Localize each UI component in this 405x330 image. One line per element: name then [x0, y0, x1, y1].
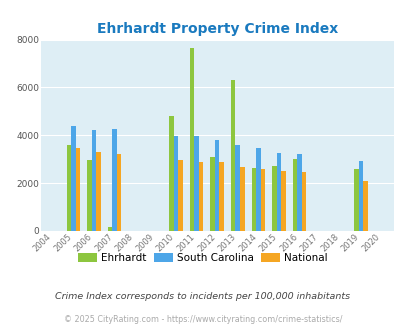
Bar [214, 140, 219, 231]
Bar [198, 162, 203, 231]
Bar [239, 167, 244, 231]
Bar [219, 162, 224, 231]
Bar [358, 161, 362, 231]
Bar [87, 160, 92, 231]
Bar [117, 154, 121, 231]
Bar [301, 172, 305, 231]
Bar [96, 151, 100, 231]
Bar [271, 166, 276, 231]
Legend: Ehrhardt, South Carolina, National: Ehrhardt, South Carolina, National [74, 249, 331, 267]
Bar [178, 160, 183, 231]
Bar [66, 145, 71, 231]
Bar [190, 48, 194, 231]
Text: Crime Index corresponds to incidents per 100,000 inhabitants: Crime Index corresponds to incidents per… [55, 292, 350, 301]
Bar [296, 154, 301, 231]
Bar [112, 129, 117, 231]
Bar [75, 148, 80, 231]
Bar [260, 169, 264, 231]
Bar [256, 148, 260, 231]
Bar [92, 130, 96, 231]
Bar [71, 126, 75, 231]
Bar [292, 159, 296, 231]
Bar [194, 137, 198, 231]
Bar [169, 116, 173, 231]
Bar [276, 152, 280, 231]
Text: © 2025 CityRating.com - https://www.cityrating.com/crime-statistics/: © 2025 CityRating.com - https://www.city… [64, 315, 341, 324]
Bar [362, 181, 367, 231]
Bar [173, 137, 178, 231]
Bar [353, 169, 358, 231]
Bar [235, 145, 239, 231]
Bar [230, 80, 235, 231]
Bar [280, 171, 285, 231]
Bar [210, 157, 214, 231]
Bar [107, 227, 112, 231]
Title: Ehrhardt Property Crime Index: Ehrhardt Property Crime Index [96, 22, 337, 36]
Bar [251, 168, 256, 231]
